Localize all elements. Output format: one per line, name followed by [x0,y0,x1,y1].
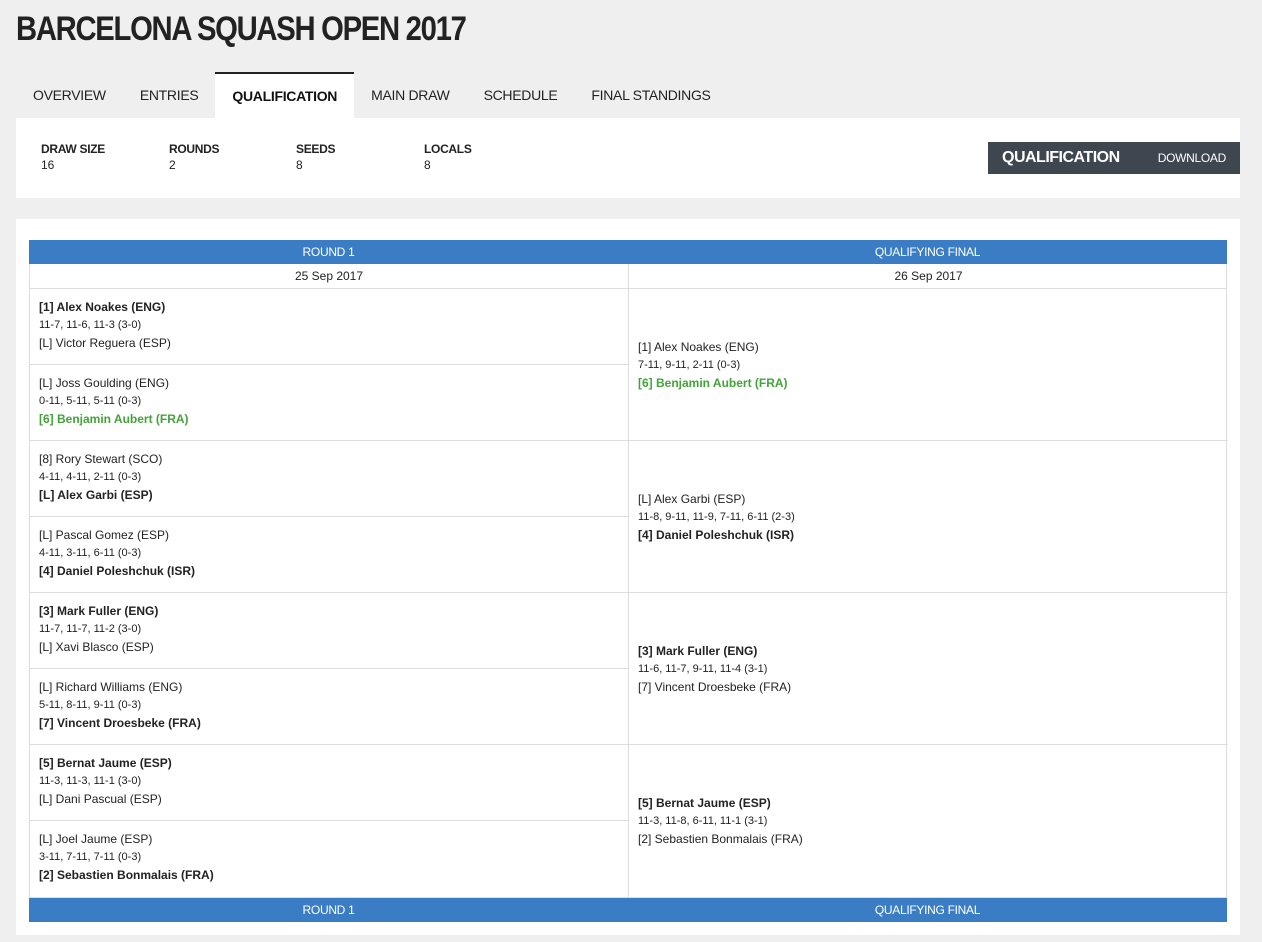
stat-value: 8 [424,158,431,172]
match-round1-5: [3] Mark Fuller (ENG) 11-7, 11-7, 11-2 (3… [30,593,628,669]
date-row: 25 Sep 2017 26 Sep 2017 [29,264,1227,289]
download-box: QUALIFICATION DOWNLOAD [988,142,1240,174]
match-score: 0-11, 5-11, 5-11 (0-3) [39,395,142,407]
draw-info-panel: DRAW SIZE 16 ROUNDS 2 SEEDS 8 LOCALS 8 Q… [16,118,1240,198]
match-round1-1: [1] Alex Noakes (ENG) 11-7, 11-6, 11-3 (3… [30,289,628,365]
player-top: [3] Mark Fuller (ENG) [39,604,159,618]
stat-value: 2 [169,158,176,172]
match-score: 4-11, 3-11, 6-11 (0-3) [39,547,142,559]
match-round1-4: [L] Pascal Gomez (ESP) 4-11, 3-11, 6-11 (… [30,517,628,593]
player-bottom: [L] Xavi Blasco (ESP) [39,640,154,654]
match-score: 11-7, 11-7, 11-2 (3-0) [39,623,142,635]
player-top: [L] Alex Garbi (ESP) [638,491,746,506]
match-qualifying_final-4: [5] Bernat Jaume (ESP) 11-3, 11-8, 6-11, … [629,745,1228,897]
match-round1-2: [L] Joss Goulding (ENG) 0-11, 5-11, 5-11 … [30,365,628,441]
match-qualifying_final-1: [1] Alex Noakes (ENG) 7-11, 9-11, 2-11 (0… [629,289,1228,441]
stat-locals: LOCALS 8 [424,142,472,172]
player-bottom: [2] Sebastien Bonmalais (FRA) [39,868,214,882]
round-header-round1: ROUND 1 [302,245,355,259]
tab-qualification[interactable]: QUALIFICATION [215,72,355,118]
player-bottom: [6] Benjamin Aubert (FRA) [638,375,788,390]
player-top: [L] Joel Jaume (ESP) [39,832,153,846]
qualifying-final-column: [1] Alex Noakes (ENG) 7-11, 9-11, 2-11 (0… [629,289,1228,897]
player-bottom: [4] Daniel Poleshchuk (ISR) [39,564,196,578]
draw-panel: ROUND 1 QUALIFYING FINAL 25 Sep 2017 26 … [16,219,1240,935]
tab-main-draw[interactable]: MAIN DRAW [371,87,450,103]
match-round1-6: [L] Richard Williams (ENG) 5-11, 8-11, 9-… [30,669,628,745]
round-footer-qualifying-final: QUALIFYING FINAL [874,903,981,917]
player-bottom: [L] Alex Garbi (ESP) [39,488,153,502]
player-top: [5] Bernat Jaume (ESP) [638,796,771,810]
match-score: 11-6, 11-7, 9-11, 11-4 (3-1) [638,662,768,675]
match-score: 11-7, 11-6, 11-3 (3-0) [39,319,142,331]
round-footer-round1: ROUND 1 [302,903,355,917]
match-score: 3-11, 7-11, 7-11 (0-3) [39,851,142,863]
stat-draw-size: DRAW SIZE 16 [41,142,105,172]
stat-value: 16 [41,158,55,172]
player-top: [1] Alex Noakes (ENG) [638,339,759,354]
date-round1: 25 Sep 2017 [30,264,629,288]
download-box-title: QUALIFICATION [1002,149,1120,166]
stat-seeds: SEEDS 8 [296,142,335,172]
player-bottom: [L] Victor Reguera (ESP) [39,336,171,350]
player-bottom: [7] Vincent Droesbeke (FRA) [39,716,201,730]
page-title: BARCELONA SQUASH OPEN 2017 [16,10,467,48]
player-bottom: [4] Daniel Poleshchuk (ISR) [638,527,795,542]
player-bottom: [2] Sebastien Bonmalais (FRA) [638,832,803,846]
match-score: 5-11, 8-11, 9-11 (0-3) [39,699,142,711]
round1-column: [1] Alex Noakes (ENG) 11-7, 11-6, 11-3 (3… [30,289,629,897]
match-round1-3: [8] Rory Stewart (SCO) 4-11, 4-11, 2-11 (… [30,441,628,517]
player-top: [8] Rory Stewart (SCO) [39,452,163,466]
match-qualifying_final-3: [3] Mark Fuller (ENG) 11-6, 11-7, 9-11, 1… [629,593,1228,745]
match-round1-7: [5] Bernat Jaume (ESP) 11-3, 11-3, 11-1 (… [30,745,628,821]
stat-value: 8 [296,158,303,172]
download-link[interactable]: DOWNLOAD [1157,151,1227,165]
player-top: [L] Richard Williams (ENG) [39,680,183,694]
stat-label: LOCALS [424,142,472,156]
match-round1-8: [L] Joel Jaume (ESP) 3-11, 7-11, 7-11 (0-… [30,821,628,897]
tab-bar: OVERVIEW ENTRIES QUALIFICATION MAIN DRAW… [16,72,728,118]
match-score: 7-11, 9-11, 2-11 (0-3) [638,358,741,371]
draw-body: [1] Alex Noakes (ENG) 11-7, 11-6, 11-3 (3… [29,289,1228,898]
player-top: [3] Mark Fuller (ENG) [638,643,758,658]
stat-label: SEEDS [296,142,336,156]
date-qualifying-final: 26 Sep 2017 [894,269,963,283]
tab-entries[interactable]: ENTRIES [139,87,199,103]
tab-overview[interactable]: OVERVIEW [33,87,106,103]
player-top: [1] Alex Noakes (ENG) [39,300,166,314]
match-score: 11-3, 11-3, 11-1 (3-0) [39,775,142,787]
match-score: 11-8, 9-11, 11-9, 7-11, 6-11 (2-3) [638,510,795,523]
match-score: 4-11, 4-11, 2-11 (0-3) [39,471,142,483]
tab-schedule[interactable]: SCHEDULE [483,87,558,103]
match-qualifying_final-2: [L] Alex Garbi (ESP) 11-8, 9-11, 11-9, 7-… [629,441,1228,593]
stat-label: DRAW SIZE [41,142,105,156]
player-top: [5] Bernat Jaume (ESP) [39,756,172,770]
stat-label: ROUNDS [169,142,220,156]
player-top: [L] Joss Goulding (ENG) [39,376,170,390]
player-bottom: [6] Benjamin Aubert (FRA) [39,412,189,426]
match-score: 11-3, 11-8, 6-11, 11-1 (3-1) [638,815,768,827]
round-header-qualifying-final: QUALIFYING FINAL [874,245,981,259]
stat-rounds: ROUNDS 2 [169,142,220,172]
round-header-row: ROUND 1 QUALIFYING FINAL [29,240,1227,264]
player-bottom: [7] Vincent Droesbeke (FRA) [638,679,792,694]
round-footer-row: ROUND 1 QUALIFYING FINAL [29,898,1227,922]
draw-table: ROUND 1 QUALIFYING FINAL 25 Sep 2017 26 … [29,240,1228,922]
player-top: [L] Pascal Gomez (ESP) [39,528,170,542]
tab-final-standings[interactable]: FINAL STANDINGS [591,87,711,103]
player-bottom: [L] Dani Pascual (ESP) [39,792,162,806]
